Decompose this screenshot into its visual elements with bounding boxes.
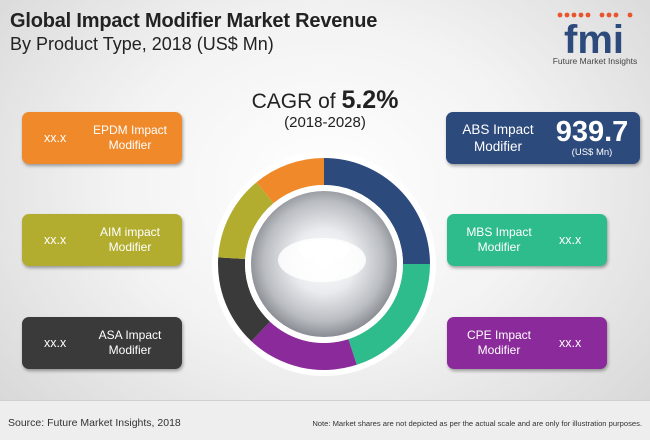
asa-value: xx.x <box>44 336 67 350</box>
epdm-value: xx.x <box>44 131 67 145</box>
aim-value: xx.x <box>44 233 67 247</box>
cpe-segment-box: CPE Impact Modifier xx.x <box>447 317 607 369</box>
donut-slice-epdm <box>256 158 324 204</box>
powder-peak <box>298 240 350 260</box>
page-subtitle: By Product Type, 2018 (US$ Mn) <box>10 34 274 54</box>
aim-segment-box: xx.x AIM impact Modifier <box>22 214 182 266</box>
page-title: Global Impact Modifier Market Revenue <box>10 10 378 32</box>
cpe-label: CPE Impact Modifier <box>466 328 532 357</box>
donut-slice-abs <box>324 158 430 264</box>
asa-segment-box: xx.x ASA Impact Modifier <box>22 317 182 369</box>
note-text: Note: Market shares are not depicted as … <box>312 419 642 428</box>
logo-dot-grid <box>557 12 633 18</box>
mbs-segment-box: MBS Impact Modifier xx.x <box>447 214 607 266</box>
donut-slice-aim <box>218 182 274 260</box>
cagr-prefix: CAGR of <box>251 90 342 113</box>
mbs-label: MBS Impact Modifier <box>466 225 532 254</box>
donut-slice-cpe <box>251 321 357 370</box>
cagr-period: (2018-2028) <box>284 114 366 131</box>
abs-unit: (US$ Mn) <box>571 147 613 158</box>
cagr-value: 5.2% <box>341 86 399 114</box>
abs-value: 939.7 <box>555 116 629 148</box>
asa-label: ASA Impact Modifier <box>98 328 162 357</box>
aim-label: AIM impact Modifier <box>99 225 160 254</box>
epdm-label: EPDM Impact Modifier <box>92 123 167 152</box>
cagr-label: CAGR of 5.2% <box>210 86 440 115</box>
logo-tagline: Future Market Insights <box>552 56 638 66</box>
cpe-value: xx.x <box>559 336 582 350</box>
abs-value-box: ABS Impact Modifier 939.7 (US$ Mn) <box>446 112 640 164</box>
logo-wordmark: fmi <box>564 18 624 62</box>
fmi-logo: fmi <box>557 12 633 62</box>
abs-label: ABS Impact Modifier <box>462 122 534 154</box>
donut-slice-asa <box>218 257 270 342</box>
donut-slices <box>218 158 430 370</box>
donut-slice-mbs <box>348 264 430 365</box>
footer-bar <box>0 400 650 440</box>
epdm-segment-box: xx.x EPDM Impact Modifier <box>22 112 182 164</box>
source-text: Source: Future Market Insights, 2018 <box>8 417 181 429</box>
mbs-value: xx.x <box>559 233 582 247</box>
